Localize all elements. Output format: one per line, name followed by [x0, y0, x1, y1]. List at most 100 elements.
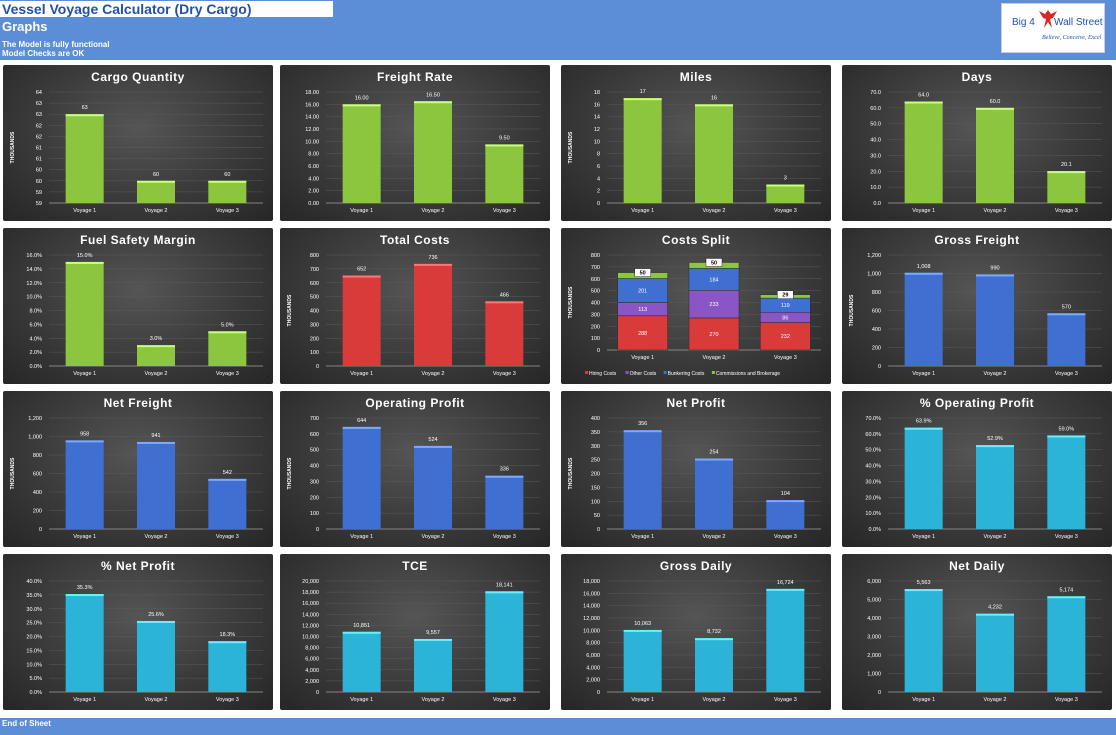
bar-highlight	[208, 180, 247, 183]
bar-voyage-1	[623, 430, 662, 529]
bar-voyage-1	[904, 272, 943, 366]
y-tick-label: 20.0%	[865, 495, 881, 501]
y-tick-label: 800	[872, 290, 881, 296]
bar-voyage-3	[208, 478, 247, 529]
y-tick-label: 25.0%	[26, 621, 42, 627]
data-label: 184	[709, 277, 718, 283]
data-label: 113	[638, 307, 647, 313]
chart-panel-operating-profit: % Operating Profit 0.0% 10.0% 20.0% 30.0% 40.…	[842, 391, 1112, 547]
data-label: 5,563	[917, 580, 931, 586]
y-axis-label: THOUSANDS	[10, 131, 16, 163]
y-tick-label: 0	[878, 690, 881, 696]
x-tick-label: Voyage 3	[774, 208, 797, 214]
data-label: 201	[638, 288, 647, 294]
bar-highlight	[137, 620, 175, 623]
y-tick-label: 12,000	[302, 623, 319, 629]
bar-voyage-2	[414, 445, 452, 529]
y-tick-label: 2	[597, 189, 600, 195]
data-label: 15.0%	[77, 253, 93, 259]
y-tick-label: 1,200	[28, 416, 42, 422]
data-label: 16.50	[426, 92, 440, 98]
data-label: 570	[1062, 304, 1071, 310]
chart-svg: 0 100 200 300 400 500 600 700 THOUSANDS Voyage 1 6…	[287, 416, 540, 540]
bar-highlight	[976, 445, 1014, 448]
y-tick-label: 600	[310, 432, 319, 438]
data-label: 25.6%	[148, 612, 164, 618]
y-tick-label: 1,000	[867, 272, 881, 278]
legend-swatch	[585, 371, 588, 374]
x-tick-label: Voyage 1	[631, 208, 654, 214]
y-tick-label: 50	[594, 513, 600, 519]
bar-voyage-3	[1047, 435, 1086, 529]
y-tick-label: 70.0%	[865, 416, 881, 422]
x-tick-label: Voyage 2	[145, 534, 168, 540]
bar-highlight	[904, 272, 943, 275]
x-tick-label: Voyage 3	[774, 355, 797, 361]
bar-voyage-1	[65, 594, 104, 692]
data-label: 270	[709, 332, 718, 338]
y-tick-label: 400	[591, 301, 600, 307]
status-note-functional: The Model is fully functional	[2, 40, 110, 49]
x-tick-label: Voyage 1	[350, 697, 373, 703]
chart-panel-net-freight: Net Freight 0 200 400 600 800 1,000 1,200 THOUSA…	[3, 391, 273, 547]
y-tick-label: 700	[310, 416, 319, 422]
x-tick-label: Voyage 1	[73, 534, 96, 540]
x-tick-label: Voyage 2	[422, 534, 445, 540]
y-tick-label: 35.0%	[26, 593, 42, 599]
bar-voyage-3	[485, 144, 524, 203]
y-tick-label: 500	[591, 289, 600, 295]
y-tick-label: 15.0%	[26, 648, 42, 654]
bar-voyage-3	[1047, 313, 1086, 366]
y-tick-label: 60	[36, 179, 42, 185]
y-tick-label: 200	[310, 336, 319, 342]
bar-highlight	[623, 98, 662, 101]
bar-highlight	[695, 638, 733, 641]
bar-voyage-3	[766, 184, 805, 203]
data-label: 16	[711, 95, 717, 101]
x-tick-label: Voyage 3	[774, 697, 797, 703]
bar-highlight	[65, 594, 104, 597]
y-tick-label: 0.0%	[29, 364, 42, 370]
y-tick-label: 0	[878, 364, 881, 370]
y-tick-label: 0	[597, 201, 600, 207]
y-tick-label: 5.0%	[29, 676, 42, 682]
y-tick-label: 3,000	[867, 635, 881, 641]
chart-title: Net Profit	[666, 396, 726, 410]
bar-highlight	[342, 631, 381, 634]
data-label: 119	[781, 303, 790, 309]
y-tick-label: 12	[594, 127, 600, 133]
chart-title: % Operating Profit	[919, 396, 1035, 410]
bar-highlight	[904, 589, 943, 592]
data-label: 233	[709, 302, 718, 308]
chart-title: Fuel Safety Margin	[80, 233, 196, 247]
y-tick-label: 600	[33, 472, 42, 478]
y-tick-label: 400	[310, 464, 319, 470]
y-tick-label: 100	[591, 499, 600, 505]
bar-voyage-1	[342, 426, 381, 529]
y-tick-label: 800	[33, 453, 42, 459]
y-tick-label: 14.0%	[26, 267, 42, 273]
chart-title: Days	[961, 70, 993, 84]
y-tick-label: 20.0	[870, 169, 881, 175]
y-tick-label: 59	[36, 190, 42, 196]
y-tick-label: 16.0%	[26, 253, 42, 259]
x-tick-label: Voyage 3	[493, 697, 516, 703]
chart-title: Costs Split	[661, 233, 731, 247]
data-label: 3.0%	[150, 336, 163, 342]
chart-panel-gross-freight: Gross Freight 0 200 400 600 800 1,000 1,200 THOU…	[842, 228, 1112, 384]
x-tick-label: Voyage 2	[703, 697, 726, 703]
y-tick-label: 2.00	[308, 189, 319, 195]
bar-voyage-1	[342, 104, 381, 203]
data-label: 60	[153, 172, 159, 178]
x-tick-label: Voyage 3	[493, 208, 516, 214]
bar-voyage-3	[208, 641, 247, 692]
y-tick-label: 300	[310, 479, 319, 485]
bar-highlight	[414, 638, 452, 641]
x-tick-label: Voyage 3	[493, 371, 516, 377]
y-tick-label: 4,000	[586, 665, 600, 671]
x-tick-label: Voyage 1	[350, 371, 373, 377]
x-tick-label: Voyage 1	[73, 208, 96, 214]
y-tick-label: 6.00	[308, 164, 319, 170]
y-axis-label: THOUSANDS	[568, 286, 574, 318]
data-label: 20.1	[1061, 162, 1072, 168]
